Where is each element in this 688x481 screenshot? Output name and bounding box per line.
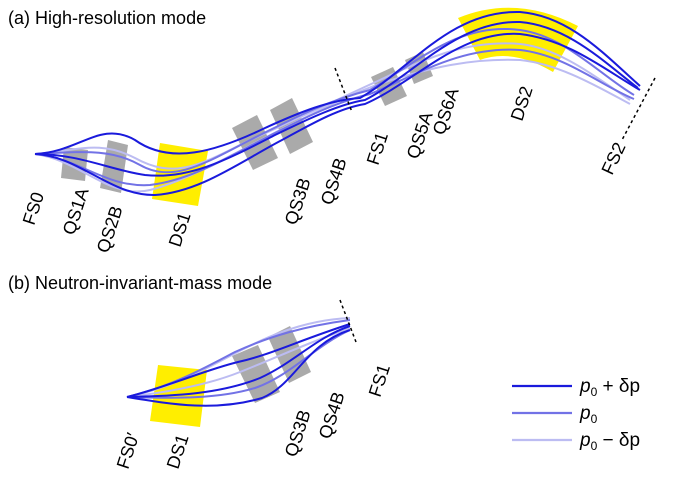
rays-panel-a [34,10,641,197]
label-fs1-b: FS1 [365,362,394,400]
rays-panel-b [126,317,351,407]
ray-b-plus-2 [126,329,351,407]
qs3b-b-quad [232,345,280,403]
ray-a-plus-1 [34,10,641,155]
label-qs1a: QS1A [59,185,93,237]
label-qs4b-b: QS4B [315,389,349,441]
label-fs0-prime: FS0′ [113,430,143,471]
fs1b-plane [339,299,357,343]
panel-b-title: (b) Neutron-invariant-mass mode [8,273,272,293]
ray-b-minus-2 [126,327,351,398]
label-fs1: FS1 [363,130,392,168]
label-qs3b: QS3B [281,175,315,227]
ray-a-minus-2 [34,58,631,193]
ray-b-zero-2 [126,329,351,399]
ray-a-plus-2 [34,32,641,197]
ray-b-plus-1 [126,323,351,398]
legend-label-minus: p0 − δp [579,430,640,453]
legend-label-zero: p0 [579,403,598,426]
label-qs6a: QS6A [429,85,463,137]
ray-b-plus-3 [126,325,351,398]
legend: p0 + δp p0 p0 − δp [512,376,640,453]
qs4b-b-quad [268,326,311,383]
fs1-plane [334,67,353,113]
label-qs2b: QS2B [93,203,127,255]
panel-a-title: (a) High-resolution mode [8,8,206,28]
ds1b-dipole [150,365,207,427]
legend-label-plus: p0 + δp [579,376,640,399]
ray-a-zero-2 [34,48,635,187]
label-qs5a: QS5A [403,109,437,161]
label-ds1-b: DS1 [163,432,193,471]
label-fs2: FS2 [597,139,629,177]
ray-a-plus-3 [34,20,639,177]
label-fs0: FS0 [19,190,48,228]
label-qs3b-b: QS3B [281,407,315,459]
label-ds2: DS2 [507,84,537,123]
label-ds1: DS1 [165,210,195,249]
label-qs4b: QS4B [317,155,351,207]
